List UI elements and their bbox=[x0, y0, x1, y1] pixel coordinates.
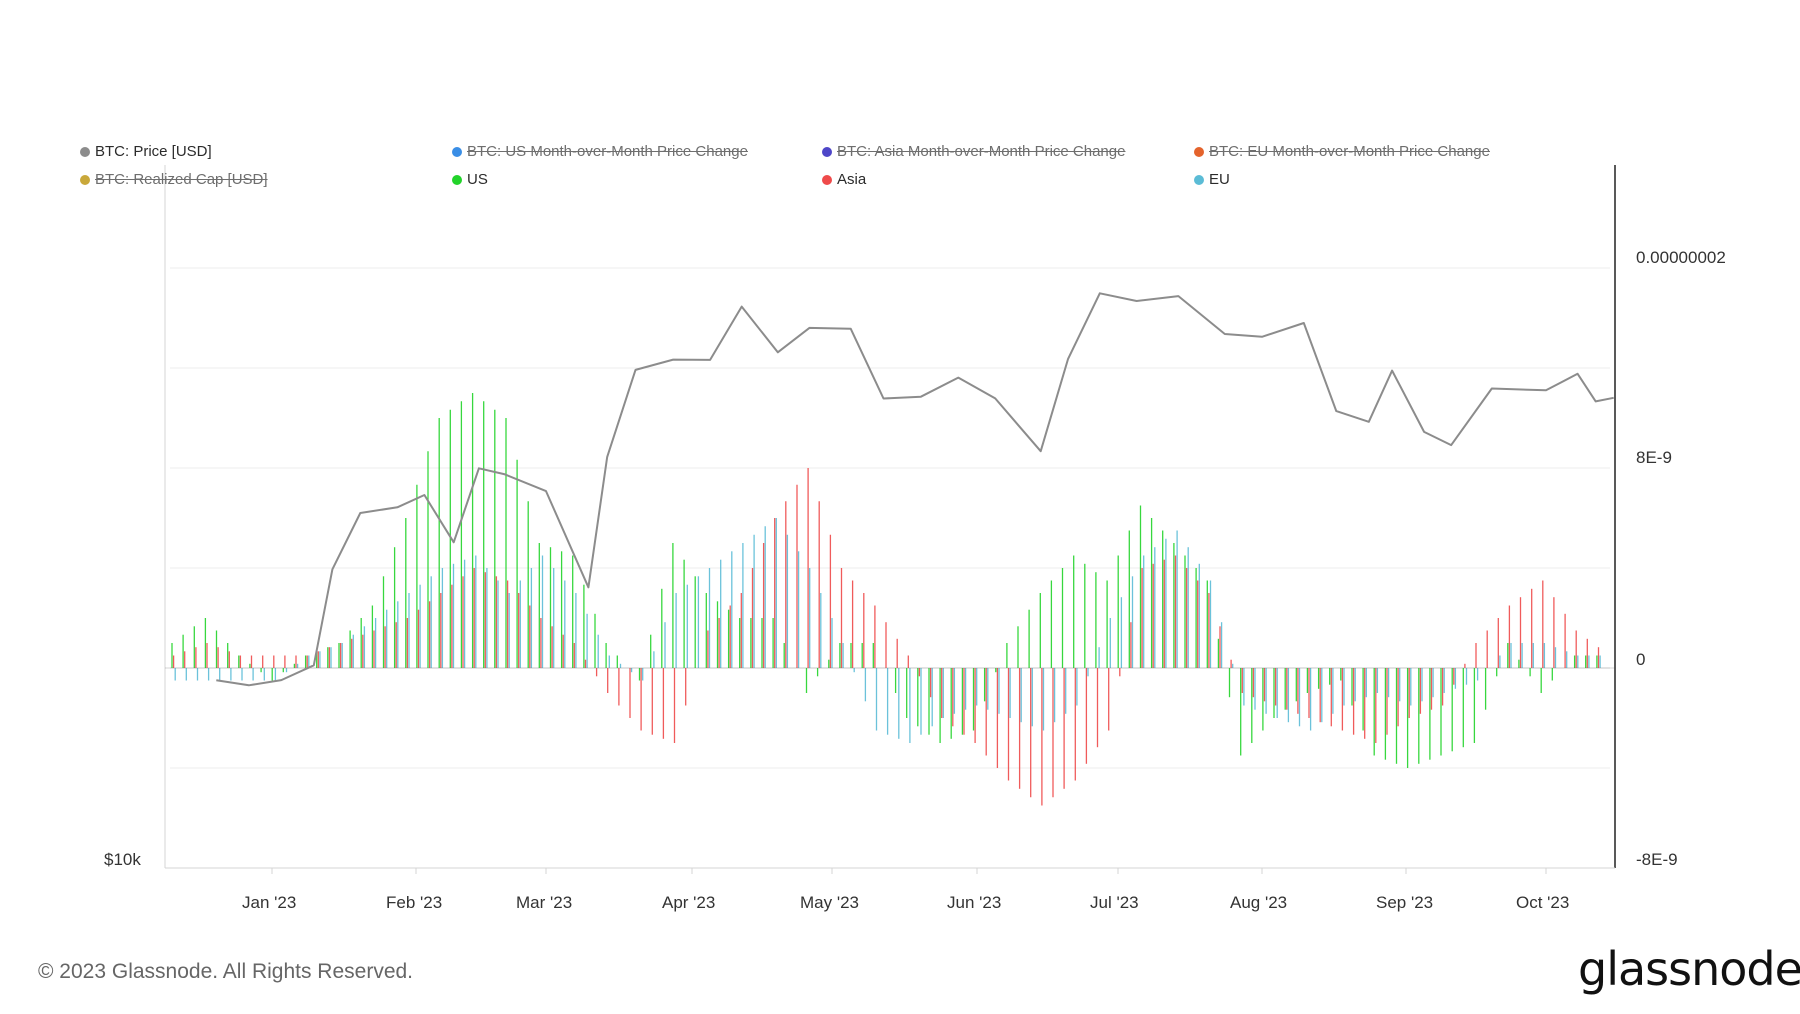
legend-item-eu-mom[interactable]: BTC: EU Month-over-Month Price Change bbox=[1194, 143, 1490, 160]
legend-item-us[interactable]: US bbox=[452, 171, 488, 188]
right-axis-tick: 0.00000002 bbox=[1636, 248, 1726, 267]
legend-item-eu[interactable]: EU bbox=[1194, 171, 1230, 188]
x-axis-tick: Feb '23 bbox=[386, 893, 443, 912]
legend-label: US bbox=[467, 171, 488, 188]
legend-dot-icon bbox=[80, 174, 90, 185]
legend-label: BTC: US Month-over-Month Price Change bbox=[467, 143, 748, 160]
legend-dot-icon bbox=[822, 146, 832, 157]
legend-dot-icon bbox=[1194, 174, 1204, 185]
legend-dot-icon bbox=[1194, 146, 1204, 157]
copyright: © 2023 Glassnode. All Rights Reserved. bbox=[38, 960, 414, 983]
legend-item-asia-mom[interactable]: BTC: Asia Month-over-Month Price Change bbox=[822, 143, 1125, 160]
legend-label: EU bbox=[1209, 171, 1230, 188]
x-axis-tick: May '23 bbox=[800, 893, 859, 912]
legend-item-btc-price[interactable]: BTC: Price [USD] bbox=[80, 143, 212, 160]
x-axis-tick: Oct '23 bbox=[1516, 893, 1570, 912]
legend-label: BTC: EU Month-over-Month Price Change bbox=[1209, 143, 1490, 160]
legend-item-us-mom[interactable]: BTC: US Month-over-Month Price Change bbox=[452, 143, 748, 160]
legend-item-realized-cap[interactable]: BTC: Realized Cap [USD] bbox=[80, 171, 268, 188]
legend-dot-icon bbox=[80, 146, 90, 157]
legend-dot-icon bbox=[822, 174, 832, 185]
legend-label: BTC: Asia Month-over-Month Price Change bbox=[837, 143, 1126, 160]
glassnode-logo[interactable]: glassnode bbox=[1578, 942, 1800, 996]
x-axis-tick: Jan '23 bbox=[242, 893, 297, 912]
x-axis-tick: Jul '23 bbox=[1090, 893, 1139, 912]
legend-dot-icon bbox=[452, 146, 462, 157]
right-axis-tick: 8E-9 bbox=[1636, 448, 1672, 467]
legend-label: BTC: Realized Cap [USD] bbox=[95, 171, 268, 188]
x-axis-tick: Sep '23 bbox=[1376, 893, 1434, 912]
left-axis-label: $10k bbox=[104, 850, 141, 869]
x-axis-tick: Apr '23 bbox=[662, 893, 716, 912]
right-axis-tick: 0 bbox=[1636, 650, 1646, 669]
right-axis-tick: -8E-9 bbox=[1636, 850, 1678, 869]
legend-dot-icon bbox=[452, 174, 462, 185]
legend-label: Asia bbox=[837, 171, 867, 188]
legend-item-asia[interactable]: Asia bbox=[822, 171, 866, 188]
x-axis-tick: Mar '23 bbox=[516, 893, 573, 912]
legend-label: BTC: Price [USD] bbox=[95, 143, 212, 160]
x-axis-tick: Jun '23 bbox=[947, 893, 1002, 912]
x-axis-tick: Aug '23 bbox=[1230, 893, 1288, 912]
btc-price-line bbox=[216, 292, 1614, 687]
